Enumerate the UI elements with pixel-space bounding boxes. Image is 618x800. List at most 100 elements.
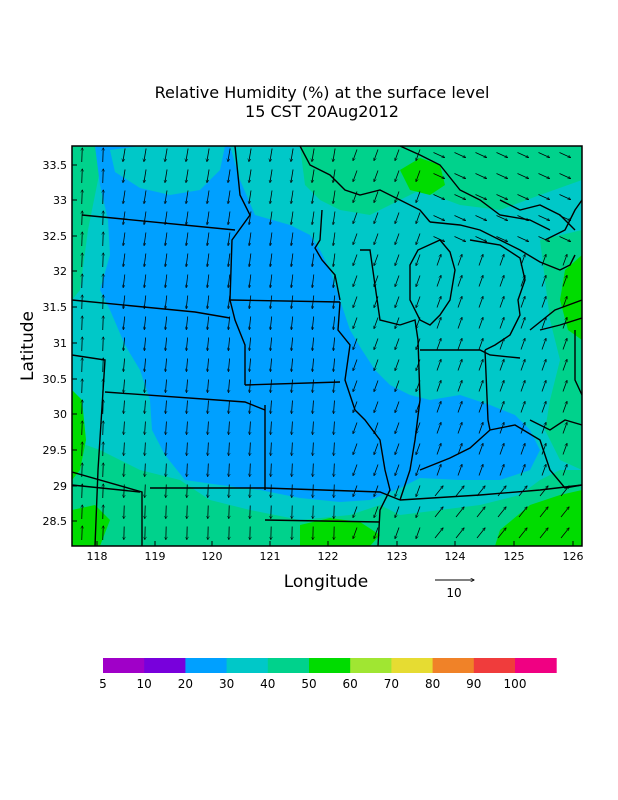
wind-vector [518,528,527,539]
wind-vector [249,253,252,267]
wind-vector [82,526,83,541]
rh-island-30-40 [110,146,225,195]
wind-vector [541,276,546,287]
wind-vector [517,194,529,200]
wind-vector [518,507,527,518]
wind-vector [353,254,358,266]
wind-vector [457,423,462,434]
wind-vector [416,359,421,371]
wind-vector [374,506,379,518]
wind-vector [124,463,125,477]
wind-vector [395,485,400,497]
wind-vector [353,485,358,497]
x-tick-label: 124 [445,550,466,563]
wind-vector [416,443,421,455]
wind-vector [457,444,462,455]
wind-vector [333,169,336,183]
wind-vector [313,421,314,435]
wind-vector [395,212,400,224]
wind-vector [249,211,252,225]
wind-vector [541,339,546,350]
wind-vector [82,505,83,520]
wind-vector [228,358,229,372]
wind-vector [165,274,168,288]
wind-vector [123,358,124,372]
wind-vector [103,169,104,184]
wind-vector [291,211,294,225]
wind-vector [436,402,441,413]
wind-vector [103,400,104,415]
wind-vector [249,316,250,330]
wind-vector [434,486,443,497]
wind-vector [333,274,336,288]
wind-vector [250,442,251,456]
wind-vector [499,339,504,350]
wind-vector [229,442,230,456]
wind-vector [475,152,487,158]
wind-vector [207,169,210,183]
colorbar-label: 20 [178,677,193,691]
wind-vector [333,148,336,162]
wind-vector [520,423,525,434]
wind-vector [313,484,314,498]
wind-vector [145,400,146,414]
wind-vector [165,190,168,204]
wind-vector [478,276,483,287]
wind-vector [249,358,250,372]
wind-vector [499,444,504,455]
wind-vector [353,212,358,224]
wind-vector [374,212,379,224]
wind-vector [454,152,466,158]
wind-vector [103,505,104,520]
wind-vector [353,506,358,518]
wind-vector [103,148,104,163]
x-tick-label: 120 [202,550,223,563]
wind-vector [124,484,125,498]
wind-vector [270,379,271,393]
wind-vector [520,339,525,350]
wind-vector [520,255,525,266]
wind-vector [559,236,571,242]
wind-vector [395,380,400,392]
wind-vector [395,170,400,182]
wind-vector [436,360,441,371]
wind-vector [229,463,230,477]
wind-vector [186,253,189,267]
wind-vector [374,296,379,308]
wind-vector [353,359,358,371]
y-tick-label: 32.5 [43,230,68,243]
wind-vector [82,274,83,289]
wind-vector [333,379,334,393]
wind-vector [457,276,462,287]
wind-vector [353,527,358,539]
wind-vector [291,274,294,288]
wind-vector [333,295,334,309]
wind-vector [103,379,104,394]
wind-vector [82,190,83,205]
wind-vector [270,190,273,204]
wind-vector [395,317,400,329]
wind-vector [291,169,294,183]
wind-vector [165,295,166,309]
wind-vector [228,232,231,246]
wind-vector [333,316,334,330]
wind-vector [123,274,126,288]
wind-vector [103,190,104,205]
wind-vector [144,232,147,246]
wind-vector [207,316,208,330]
wind-vector [395,233,400,245]
wind-vector [123,148,126,162]
wind-vector [144,337,145,351]
wind-vector [538,236,550,242]
wind-vector [165,232,168,246]
wind-vector [374,233,379,245]
wind-vector [186,379,187,393]
wind-vector [123,253,126,267]
wind-vector [395,527,400,539]
wind-vector [82,316,83,331]
wind-vector [436,255,441,266]
wind-vector [208,484,209,498]
colorbar-label: 60 [343,677,358,691]
wind-vector [228,190,231,204]
wind-vector [416,233,421,245]
